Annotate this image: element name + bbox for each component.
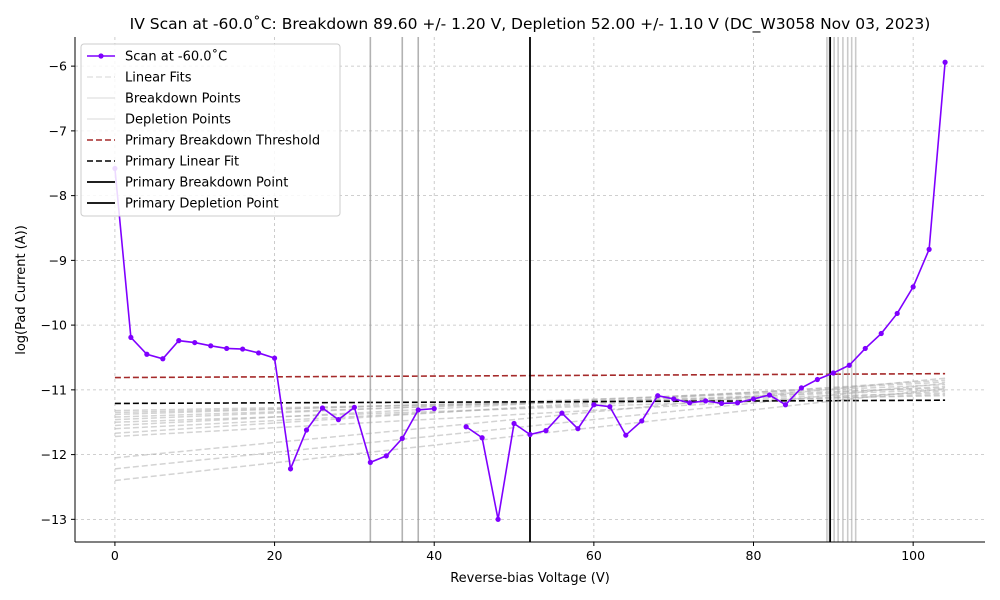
legend-label: Linear Fits bbox=[125, 71, 192, 86]
scan-data-point bbox=[607, 404, 613, 410]
scan-data-point bbox=[766, 392, 773, 398]
scan-data-point bbox=[830, 370, 836, 376]
legend-label: Breakdown Points bbox=[125, 92, 241, 107]
scan-series bbox=[112, 59, 948, 522]
scan-data-point bbox=[192, 339, 198, 346]
y-tick-label: −8 bbox=[49, 188, 67, 203]
y-tick-label: −7 bbox=[49, 123, 67, 138]
scan-data-point bbox=[782, 402, 789, 408]
scan-data-point bbox=[527, 431, 533, 438]
x-tick-label: 100 bbox=[901, 548, 925, 563]
scan-data-point bbox=[128, 334, 134, 341]
scan-data-point bbox=[687, 400, 693, 406]
scan-data-point bbox=[703, 398, 709, 404]
scan-data-point bbox=[495, 516, 501, 522]
scan-data-point bbox=[255, 350, 262, 356]
legend-label: Depletion Points bbox=[125, 113, 231, 128]
scan-data-point bbox=[623, 432, 629, 438]
scan-data-point bbox=[319, 405, 326, 411]
legend-label: Primary Breakdown Threshold bbox=[125, 134, 320, 149]
scan-data-point bbox=[479, 435, 485, 441]
scan-data-point bbox=[543, 428, 549, 434]
y-tick-label: −9 bbox=[49, 253, 67, 268]
legend-label: Primary Depletion Point bbox=[125, 197, 279, 212]
scan-data-point bbox=[798, 385, 805, 391]
scan-data-point bbox=[591, 402, 597, 408]
scan-data-point bbox=[559, 410, 565, 416]
scan-data-point bbox=[160, 356, 166, 362]
scan-data-point bbox=[655, 393, 661, 399]
x-tick-label: 20 bbox=[267, 548, 283, 563]
x-tick-label: 80 bbox=[746, 548, 762, 563]
chart-title: IV Scan at -60.0˚C: Breakdown 89.60 +/- … bbox=[130, 15, 931, 34]
legend-box bbox=[80, 43, 341, 217]
scan-data-point bbox=[942, 59, 948, 65]
x-axis-label: Reverse-bias Voltage (V) bbox=[450, 571, 610, 586]
scan-data-point bbox=[878, 330, 884, 337]
scan-data-point bbox=[910, 284, 916, 290]
legend-label: Primary Breakdown Point bbox=[125, 176, 288, 191]
scan-data-point bbox=[894, 310, 900, 317]
x-tick-label: 0 bbox=[111, 548, 119, 563]
scan-data-point bbox=[926, 246, 932, 252]
scan-data-point bbox=[208, 343, 214, 349]
y-tick-label: −11 bbox=[41, 382, 67, 397]
y-tick-label: −6 bbox=[49, 59, 67, 74]
x-tick-label: 40 bbox=[426, 548, 442, 563]
vertical-markers bbox=[369, 37, 857, 542]
scan-data-point bbox=[671, 396, 677, 402]
x-tick-label: 60 bbox=[586, 548, 602, 563]
scan-data-point bbox=[176, 338, 182, 344]
legend-marker bbox=[98, 53, 104, 59]
scan-data-point bbox=[287, 466, 294, 472]
legend-label: Scan at -60.0˚C bbox=[125, 49, 227, 65]
scan-data-point bbox=[383, 453, 389, 459]
axes: 0 20 40 60 80 100 −13 −12 −11 −10 −9 −8 −7 −6 bbox=[41, 37, 985, 563]
scan-data-point bbox=[639, 418, 645, 424]
scan-data-point bbox=[351, 404, 357, 410]
scan-data-point bbox=[335, 417, 342, 423]
scan-data-point bbox=[846, 362, 852, 368]
scan-data-point bbox=[814, 376, 820, 383]
scan-data-point bbox=[415, 407, 421, 413]
y-tick-label: −10 bbox=[41, 318, 67, 333]
scan-data-point bbox=[463, 424, 469, 430]
scan-data-point bbox=[750, 396, 757, 402]
scan-data-point bbox=[431, 406, 437, 412]
y-axis-label: log(Pad Current (A)) bbox=[14, 225, 29, 355]
scan-data-point bbox=[271, 355, 278, 361]
scan-data-point bbox=[575, 426, 581, 432]
scan-data-point bbox=[224, 345, 230, 352]
scan-data-point bbox=[718, 400, 725, 407]
y-tick-label: −13 bbox=[41, 512, 67, 527]
scan-data-point bbox=[240, 346, 246, 352]
scan-data-point bbox=[399, 435, 405, 442]
scan-data-point bbox=[734, 400, 741, 406]
legend: Scan at -60.0˚C Linear Fits Breakdown Poin… bbox=[80, 43, 341, 217]
scan-data-point bbox=[511, 420, 517, 427]
scan-data-point bbox=[862, 345, 868, 352]
scan-data-point bbox=[303, 427, 310, 433]
scan-data-point bbox=[144, 351, 150, 357]
legend-label: Primary Linear Fit bbox=[125, 155, 239, 170]
y-tick-label: −12 bbox=[41, 447, 67, 462]
scan-data-point bbox=[367, 459, 373, 465]
